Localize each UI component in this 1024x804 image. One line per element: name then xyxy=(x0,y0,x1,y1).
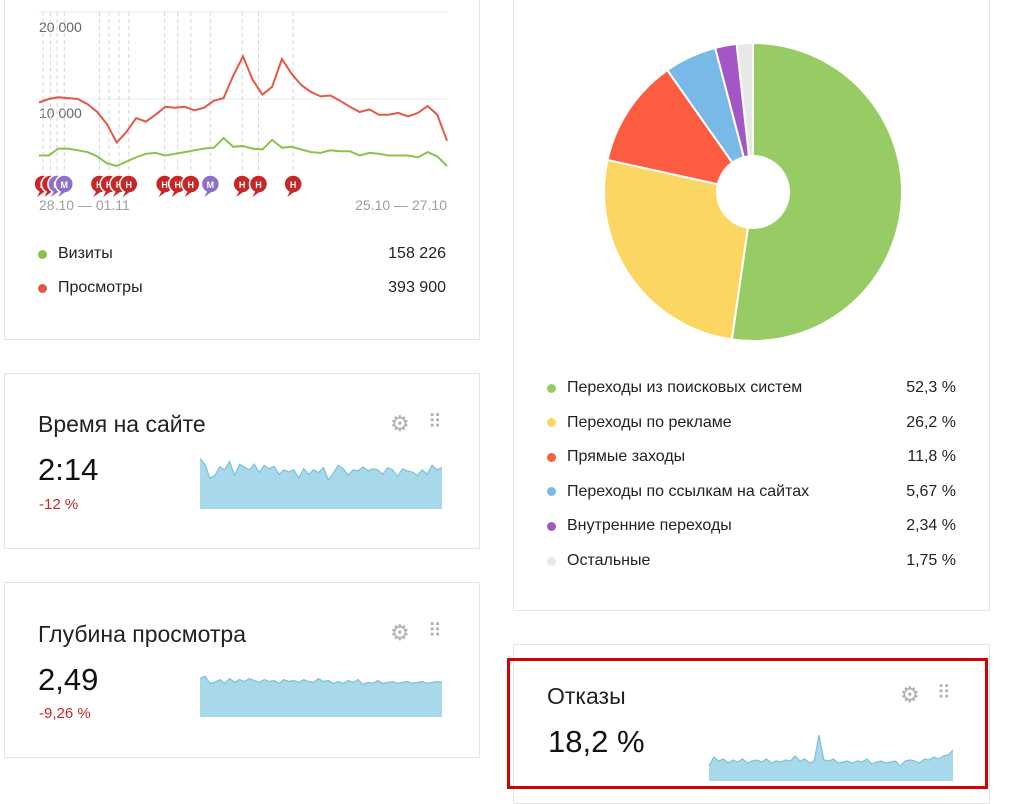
widget-value: 18,2 % xyxy=(548,724,645,759)
source-legend-item[interactable]: Внутренние переходы xyxy=(547,517,732,535)
widget-view-depth: Глубина просмотра ⚙ ⠿ 2,49 -9,26 % xyxy=(4,582,480,758)
sparkline-area xyxy=(709,735,953,781)
source-legend-item[interactable]: Переходы по рекламе xyxy=(547,414,732,432)
legend-views[interactable]: Просмотры xyxy=(38,279,143,297)
sparkline-bounce xyxy=(709,734,953,781)
sparkline-line xyxy=(200,675,442,686)
source-value: 52,3 % xyxy=(906,379,956,396)
source-value: 2,34 % xyxy=(906,517,956,535)
sparkline-line xyxy=(709,734,953,767)
drag-handle-icon[interactable]: ⠿ xyxy=(428,621,442,642)
pie-slice-1[interactable] xyxy=(730,41,903,342)
legend-color-dot xyxy=(547,452,556,462)
legend-color-dot xyxy=(547,418,556,428)
source-legend-item[interactable]: Остальные xyxy=(547,552,650,570)
pie-slice-3[interactable] xyxy=(606,68,756,194)
widget-bounce-rate: Отказы ⚙ ⠿ 18,2 % xyxy=(507,644,990,804)
annotation-marker-m[interactable]: M xyxy=(54,174,75,197)
gear-icon[interactable]: ⚙ xyxy=(390,411,410,436)
annotation-marker-h[interactable]: H xyxy=(181,174,201,197)
svg-text:H: H xyxy=(161,180,168,190)
date-range-left[interactable]: 28.10 — 01.11 xyxy=(39,197,130,213)
source-value: 26,2 % xyxy=(906,413,956,431)
svg-text:H: H xyxy=(255,180,262,190)
svg-text:H: H xyxy=(96,180,103,190)
widget-value: 2:14 xyxy=(38,452,99,487)
widget-value: 2,49 xyxy=(38,662,99,697)
legend-color-dot xyxy=(547,556,556,566)
legend-visits-label: Визиты xyxy=(58,245,113,262)
widget-title: Отказы xyxy=(547,683,626,709)
traffic-card: 20 000 10 000 HHMMHHHHHHHMHHH 28.10 — 01… xyxy=(4,0,480,340)
date-range-right[interactable]: 25.10 — 27.10 xyxy=(355,197,447,213)
sources-pie-chart[interactable] xyxy=(514,0,991,359)
y-tick-20000: 20 000 xyxy=(39,19,82,35)
pie-slice-6[interactable] xyxy=(735,41,754,193)
sparkline-line xyxy=(200,458,442,482)
source-label: Переходы по ссылкам на сайтах xyxy=(567,482,810,500)
annotation-marker-h[interactable]: H xyxy=(232,174,252,197)
visits-color-dot xyxy=(38,249,47,259)
drag-handle-icon[interactable]: ⠿ xyxy=(937,683,951,704)
widget-delta: -9,26 % xyxy=(39,705,91,722)
legend-views-label: Просмотры xyxy=(58,279,143,296)
svg-text:H: H xyxy=(116,180,123,190)
svg-text:H: H xyxy=(174,180,181,190)
traffic-chart: 20 000 10 000 HHMMHHHHHHHMHHH 28.10 — 01… xyxy=(33,11,448,213)
drag-handle-icon[interactable]: ⠿ xyxy=(428,412,442,433)
views-series-line xyxy=(38,54,448,145)
legend-color-dot xyxy=(547,383,556,393)
legend-color-dot xyxy=(547,487,556,497)
annotation-marker-h[interactable]: H xyxy=(248,174,269,197)
gear-icon[interactable]: ⚙ xyxy=(900,682,920,707)
svg-text:H: H xyxy=(126,180,133,190)
source-label: Остальные xyxy=(567,552,651,569)
widget-time-on-site: Время на сайте ⚙ ⠿ 2:14 -12 % xyxy=(4,373,480,549)
sparkline-area xyxy=(200,676,442,717)
source-label: Внутренние переходы xyxy=(567,517,732,535)
svg-text:M: M xyxy=(207,180,215,190)
visits-series-line xyxy=(39,136,448,168)
legend-visits-value: 158 226 xyxy=(388,245,446,262)
pie-slice-2[interactable] xyxy=(603,158,755,341)
widget-title: Время на сайте xyxy=(38,411,206,437)
widget-delta: -12 % xyxy=(39,496,79,513)
source-label: Переходы из поисковых систем xyxy=(567,379,803,396)
source-label: Прямые заходы xyxy=(567,448,686,466)
source-legend-item[interactable]: Переходы из поисковых систем xyxy=(547,379,802,397)
source-legend-item[interactable]: Прямые заходы xyxy=(547,448,685,466)
pie-center-hole xyxy=(716,155,790,229)
annotation-marker-h[interactable]: H xyxy=(283,174,303,197)
highlight-frame xyxy=(507,658,988,789)
legend-views-value: 393 900 xyxy=(388,279,446,296)
sources-card: Переходы из поисковых систем 52,3 % Перехо… xyxy=(513,0,990,611)
svg-text:M: M xyxy=(61,180,69,190)
y-tick-10000: 10 000 xyxy=(39,105,82,121)
svg-text:H: H xyxy=(106,180,113,190)
views-color-dot xyxy=(38,283,47,293)
svg-text:H: H xyxy=(290,180,297,190)
sparkline-area xyxy=(200,458,442,509)
source-value: 11,8 % xyxy=(907,448,956,466)
legend-color-dot xyxy=(547,521,556,531)
gear-icon[interactable]: ⚙ xyxy=(390,620,410,645)
annotation-marker-h[interactable]: H xyxy=(119,174,139,197)
svg-text:H: H xyxy=(239,180,246,190)
source-label: Переходы по рекламе xyxy=(567,413,732,431)
widget-title: Глубина просмотра xyxy=(38,621,246,647)
svg-text:H: H xyxy=(188,180,195,190)
sparkline-depth xyxy=(200,675,442,717)
source-legend-item[interactable]: Переходы по ссылкам на сайтах xyxy=(547,483,809,501)
sparkline-time xyxy=(200,458,442,509)
annotation-marker-m[interactable]: M xyxy=(200,174,221,197)
legend-visits[interactable]: Визиты xyxy=(38,245,113,263)
source-value: 5,67 % xyxy=(906,482,956,500)
source-value: 1,75 % xyxy=(906,552,956,569)
